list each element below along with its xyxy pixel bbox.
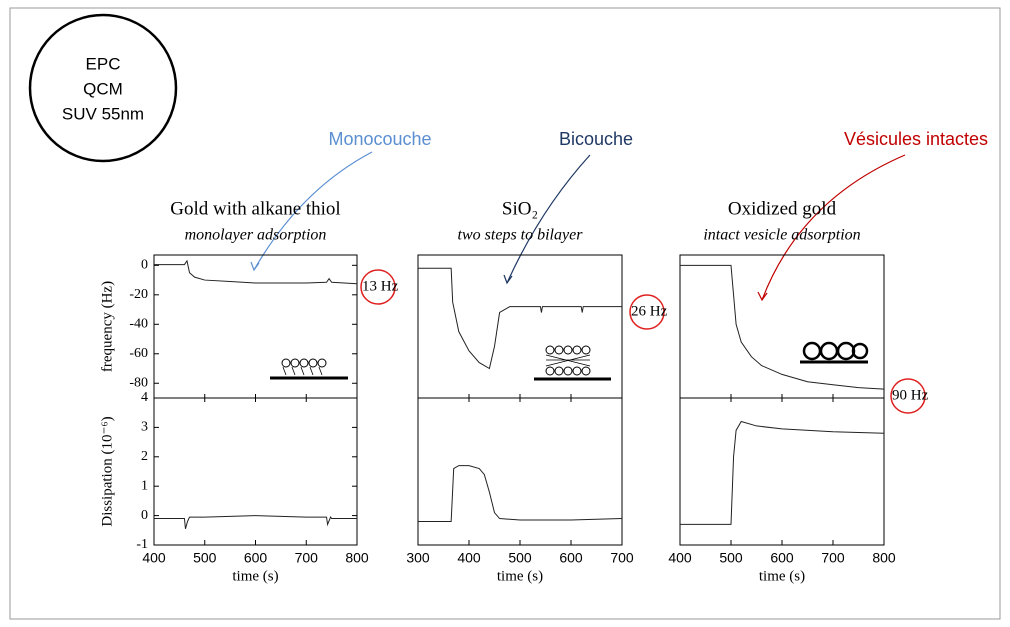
y-tick-label: 0 [141,508,148,523]
arrow [253,151,373,271]
x-tick-label: 800 [345,550,369,566]
bilayer-icon [534,345,611,381]
x-tick-label: 700 [610,550,634,566]
arrow-head [250,261,260,272]
x-tick-label: 600 [770,550,794,566]
x-tick-label: 300 [406,550,430,566]
slide-border [9,7,1001,620]
x-tick-label: 700 [821,550,845,566]
data-line [680,420,885,525]
panel-subtitle: intact vesicle adsorption [703,227,860,244]
x-axis-label: time (s) [232,568,278,584]
panel-title: Gold with alkane thiol [170,198,340,219]
highlight-circle [629,294,665,330]
panel-subtitle: monolayer adsorption [185,227,327,244]
badge-line: SUV 55nm [62,104,144,123]
data-line [680,264,885,390]
arrow-head [757,291,768,302]
y-tick-label: 4 [141,390,148,405]
x-tick-label: 700 [295,550,319,566]
y-tick-label: -20 [129,287,148,302]
y-tick-label: 1 [141,478,148,493]
panel-subtitle: two steps to bilayer [458,227,584,244]
data-line [418,465,623,522]
shift-label: 13 Hz [362,278,399,294]
data-line [154,259,358,285]
x-axis-label: time (s) [497,568,543,584]
y-tick-label: -80 [129,375,148,390]
y-tick-label: 2 [141,449,148,464]
x-tick-label: 500 [719,550,743,566]
arrow [506,154,591,284]
y-tick-label: 3 [141,420,148,435]
y-tick-label: -40 [129,317,148,332]
annotation: Bicouche [559,129,633,149]
highlight-circle [890,378,926,414]
x-tick-label: 400 [668,550,692,566]
x-tick-label: 500 [193,550,217,566]
x-tick-label: 600 [244,550,268,566]
y-axis-label: frequency (Hz) [99,281,115,372]
panel-title: SiO₂ [502,198,538,219]
x-tick-label: 400 [142,550,166,566]
shift-label: 90 Hz [892,387,929,403]
badge-line: EPC [86,54,121,73]
badge-line: QCM [83,79,123,98]
x-tick-label: 500 [508,550,532,566]
arrow-head [503,274,513,285]
x-tick-label: 800 [872,550,896,566]
vesicle-icon [800,341,869,364]
x-axis-label: time (s) [759,568,805,584]
y-tick-label: -60 [129,346,148,361]
arrow [761,154,906,301]
y-tick-label: 0 [141,258,148,273]
data-line [154,515,357,529]
annotation: Monocouche [328,129,431,149]
highlight-circle [360,269,396,305]
monolayer-icon [270,358,348,380]
data-line [418,267,622,370]
annotation: Vésicules intactes [844,129,988,149]
panel-title: Oxidized gold [728,198,837,219]
badge-circle [28,13,178,163]
y-tick-label: -1 [136,537,148,552]
shift-label: 26 Hz [631,303,668,319]
x-tick-label: 400 [457,550,481,566]
y-axis-label: Dissipation (10⁻⁶) [99,416,115,526]
x-tick-label: 600 [559,550,583,566]
